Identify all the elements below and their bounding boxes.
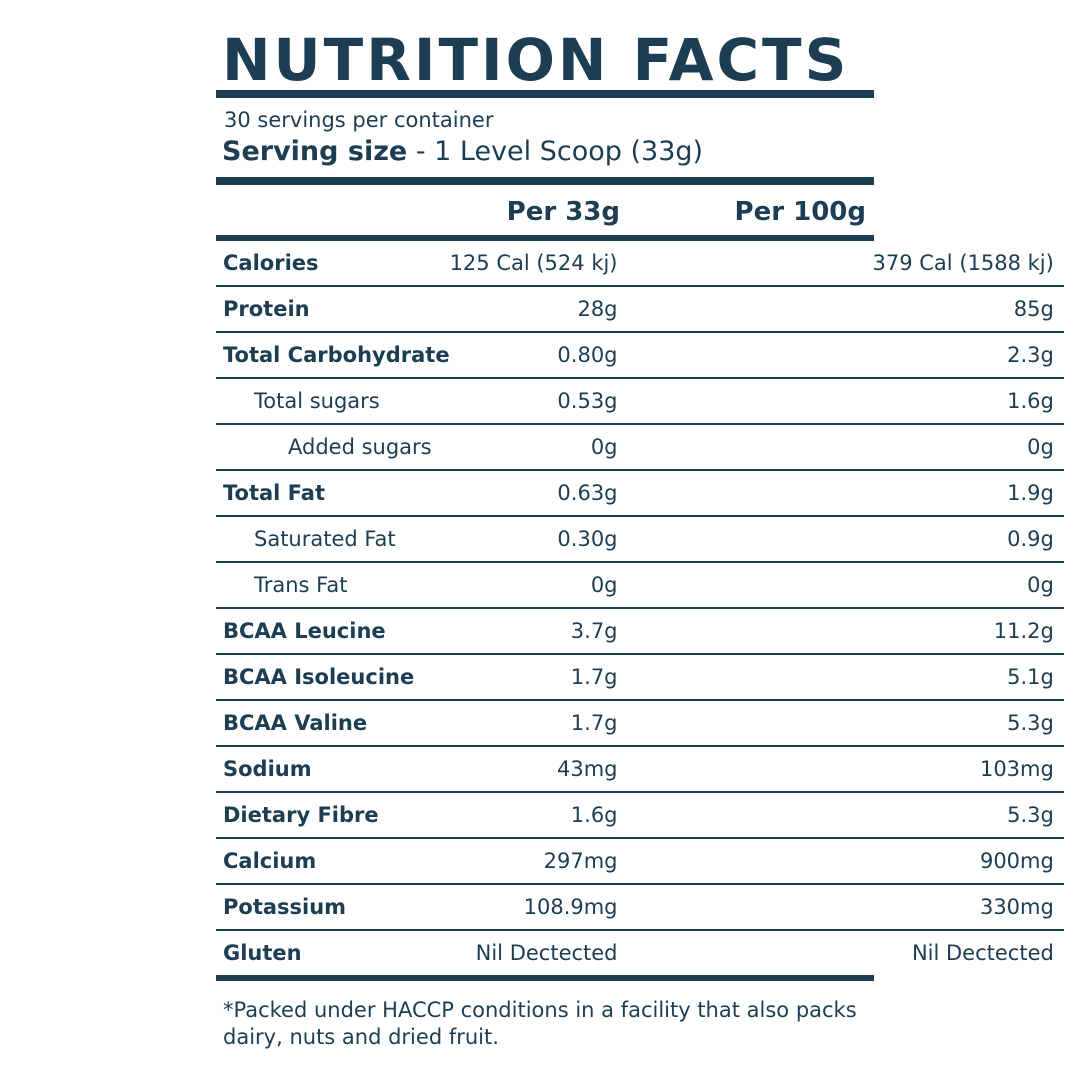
table-row: Trans Fat 0g 0g <box>216 562 1064 609</box>
value-per-100g: 1.9g <box>872 470 1064 517</box>
value-per-serving: 297mg <box>449 838 873 885</box>
table-row: Saturated Fat 0.30g 0.9g <box>216 516 1064 563</box>
column-header-per-100g: Per 100g <box>734 197 866 227</box>
nutrient-name: BCAA Valine <box>216 700 450 747</box>
table-row: Total sugars 0.53g 1.6g <box>216 378 1064 425</box>
nutrient-name: Saturated Fat <box>216 516 450 563</box>
table-row: Protein 28g 85g <box>216 286 1064 333</box>
nutrient-name: Trans Fat <box>216 562 450 609</box>
nutrient-name: Added sugars <box>216 424 450 471</box>
value-per-100g: 5.3g <box>872 792 1064 839</box>
value-per-100g: 85g <box>872 286 1064 333</box>
value-per-serving: 0.80g <box>449 332 873 379</box>
nutrient-name: Potassium <box>216 884 450 931</box>
value-per-serving: 3.7g <box>449 608 873 655</box>
value-per-100g: 379 Cal (1588 kj) <box>872 241 1064 287</box>
nutrient-name: Gluten <box>223 941 302 965</box>
nutrition-panel: NUTRITION FACTS 30 servings per containe… <box>216 26 1064 1051</box>
table-row: Sodium 43mg 103mg <box>216 746 1064 793</box>
nutrient-name: BCAA Leucine <box>216 608 450 655</box>
nutrient-name: Sodium <box>216 746 450 793</box>
value-per-serving: 125 Cal (524 kj) <box>449 241 873 287</box>
value-per-serving: 1.7g <box>449 654 873 701</box>
table-row: Dietary Fibre 1.6g 5.3g <box>216 792 1064 839</box>
value-per-100g: 5.3g <box>872 700 1064 747</box>
nutrient-name: Protein <box>216 286 450 333</box>
value-per-100g: 330mg <box>872 884 1064 931</box>
value-per-100g: 0.9g <box>872 516 1064 563</box>
value-per-100g: 103mg <box>872 746 1064 793</box>
value-per-100g: 2.3g <box>872 332 1064 379</box>
value-per-serving: 1.7g <box>449 700 873 747</box>
value-per-serving: 1.6g <box>449 792 873 839</box>
value-per-100g: 900mg <box>872 838 1064 885</box>
servings-per-container: 30 servings per container <box>224 108 494 132</box>
value-per-serving: 28g <box>449 286 873 333</box>
value-per-serving: 0.63g <box>449 470 873 517</box>
value-per-100g: Nil Dectected <box>911 941 1054 965</box>
table-row: Total Carbohydrate 0.80g 2.3g <box>216 332 1064 379</box>
nutrient-name: BCAA Isoleucine <box>216 654 450 701</box>
value-per-serving: 43mg <box>449 746 873 793</box>
table-row: BCAA Valine 1.7g 5.3g <box>216 700 1064 747</box>
header-divider <box>216 235 874 241</box>
nutrient-name: Calcium <box>216 838 450 885</box>
value-per-100g: 1.6g <box>872 378 1064 425</box>
table-row: Calcium 297mg 900mg <box>216 838 1064 885</box>
nutrition-table: Calories 125 Cal (524 kj) 379 Cal (1588 kj… <box>216 241 1064 975</box>
nutrient-name: Dietary Fibre <box>216 792 450 839</box>
value-per-serving: Nil Dectected <box>475 941 618 965</box>
page-title: NUTRITION FACTS <box>222 26 850 94</box>
value-per-100g: 5.1g <box>872 654 1064 701</box>
table-row: Total Fat 0.63g 1.9g <box>216 470 1064 517</box>
footnote: *Packed under HACCP conditions in a faci… <box>223 998 857 1049</box>
value-per-serving: 0g <box>449 562 873 609</box>
table-row: Added sugars 0g 0g <box>216 424 1064 471</box>
table-row: BCAA Leucine 3.7g 11.2g <box>216 608 1064 655</box>
value-per-100g: 11.2g <box>872 608 1064 655</box>
title-divider <box>216 90 874 98</box>
column-header-per-serving: Per 33g <box>506 197 620 227</box>
table-bottom-divider <box>216 975 874 981</box>
table-row: BCAA Isoleucine 1.7g 5.1g <box>216 654 1064 701</box>
value-per-serving: 0.30g <box>449 516 873 563</box>
nutrient-name: Total sugars <box>216 378 450 425</box>
nutrient-name: Calories <box>216 241 450 287</box>
serving-size-label: Serving size <box>222 136 408 167</box>
value-per-serving: 108.9mg <box>449 884 873 931</box>
serving-divider <box>216 177 874 185</box>
table-row: Gluten Nil Dectected Nil Dectected <box>216 930 1064 975</box>
column-header-row: Per 33g Per 100g <box>216 185 874 235</box>
value-per-100g: 0g <box>872 424 1064 471</box>
serving-size-value: - 1 Level Scoop (33g) <box>407 136 704 167</box>
serving-size: Serving size - 1 Level Scoop (33g) <box>222 135 874 169</box>
value-per-serving: 0.53g <box>449 378 873 425</box>
table-row: Potassium 108.9mg 330mg <box>216 884 1064 931</box>
nutrient-name: Total Carbohydrate <box>216 332 450 379</box>
nutrient-name: Total Fat <box>216 470 450 517</box>
value-per-serving: 0g <box>449 424 873 471</box>
table-row: Calories 125 Cal (524 kj) 379 Cal (1588 kj… <box>216 241 1064 287</box>
value-per-100g: 0g <box>872 562 1064 609</box>
